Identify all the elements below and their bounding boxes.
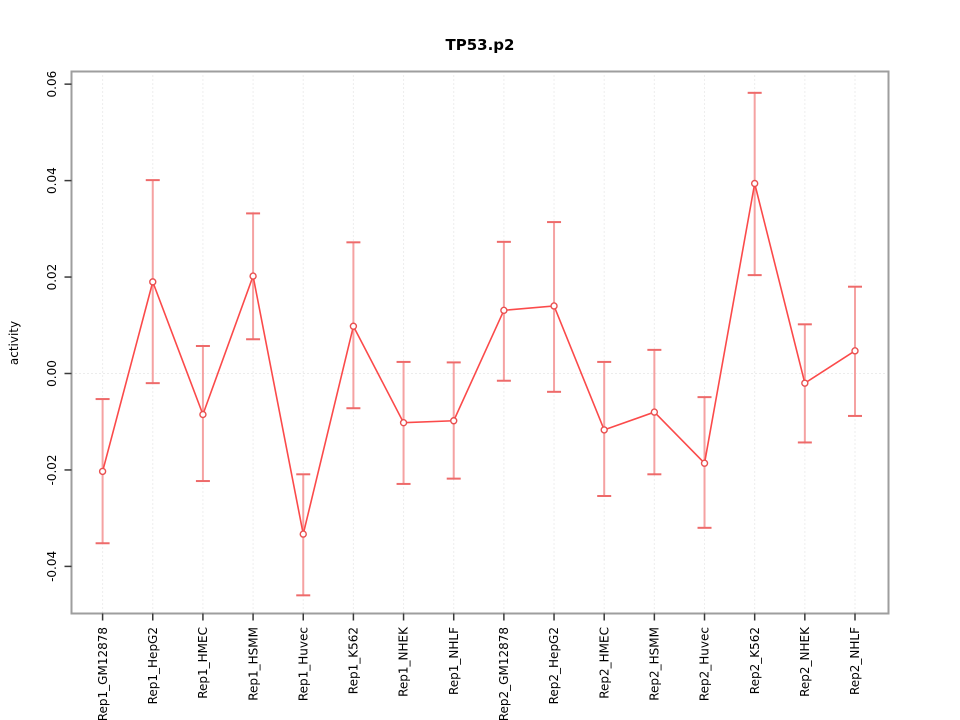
data-line xyxy=(101,183,856,535)
data-point xyxy=(349,322,358,330)
x-tick-label: Rep2_Huvec xyxy=(698,627,712,701)
data-point xyxy=(750,179,759,188)
data-point xyxy=(299,530,307,538)
data-point xyxy=(550,302,558,310)
x-tick-label: Rep1_K562 xyxy=(347,627,361,694)
data-point xyxy=(149,278,157,286)
x-tick-label: Rep2_NHLF xyxy=(848,627,862,695)
x-tick-label: Rep2_HMEC xyxy=(597,627,611,699)
data-point xyxy=(801,379,809,387)
x-tick-label: Rep1_HepG2 xyxy=(146,627,160,704)
x-tick-label: Rep1_HSMM xyxy=(246,627,260,701)
data-point xyxy=(600,426,608,434)
y-tick-label: 0.04 xyxy=(45,167,59,194)
data-point xyxy=(199,410,207,419)
data-point xyxy=(500,306,508,315)
y-tick-label: -0.04 xyxy=(45,551,59,582)
y-tick-label: 0.00 xyxy=(45,360,59,387)
data-point xyxy=(700,459,709,467)
x-tick-label: Rep1_Huvec xyxy=(296,627,310,701)
x-tick-label: Rep1_GM12878 xyxy=(96,627,110,720)
x-tick-label: Rep2_NHEK xyxy=(798,626,812,697)
plot-border xyxy=(70,70,890,615)
y-tick-label: 0.06 xyxy=(45,71,59,98)
data-point xyxy=(650,408,659,416)
data-point xyxy=(851,347,859,355)
x-tick-label: Rep2_K562 xyxy=(748,627,762,694)
x-tick-label: Rep1_NHLF xyxy=(447,627,461,695)
x-tick-label: Rep1_HMEC xyxy=(196,627,210,699)
x-tick-label: Rep1_NHEK xyxy=(397,626,411,697)
y-tick-label: 0.02 xyxy=(45,264,59,291)
data-point xyxy=(399,418,408,427)
data-point xyxy=(450,417,458,425)
y-axis-label: activity xyxy=(7,320,21,366)
data-point xyxy=(249,272,257,280)
x-tick-label: Rep2_HSMM xyxy=(648,627,662,701)
x-tick-label: Rep2_HepG2 xyxy=(547,627,561,704)
x-tick-label: Rep2_GM12878 xyxy=(497,627,511,720)
data-point xyxy=(98,467,107,476)
chart-title: TP53.p2 xyxy=(445,36,515,54)
y-tick-label: -0.02 xyxy=(45,454,59,485)
